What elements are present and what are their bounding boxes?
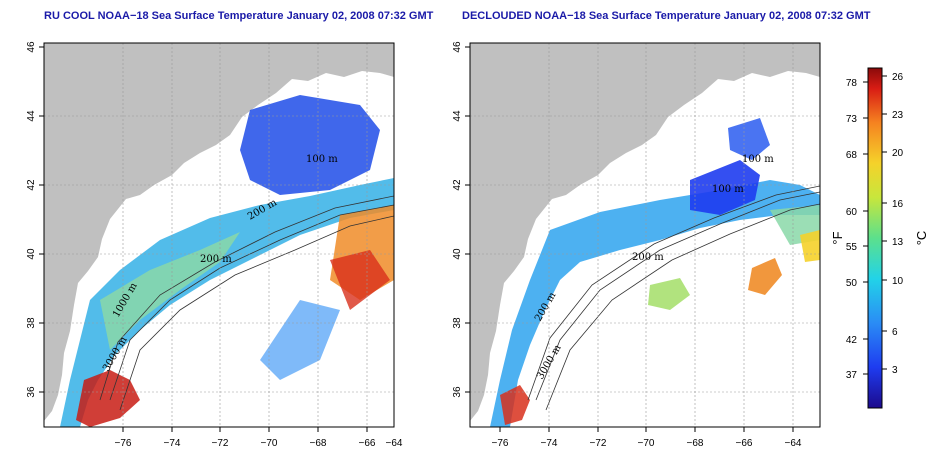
right-contour-200m	[535, 191, 820, 401]
left-sst-cold-gulf	[240, 95, 380, 195]
colorbar-c-tick: 6	[892, 327, 898, 338]
right-x-tick: −66	[736, 438, 753, 449]
left-x-tick: −70	[261, 438, 278, 449]
right-x-tick: −70	[638, 438, 655, 449]
left-x-tick: −74	[164, 438, 181, 449]
colorbar-c-tick: 10	[892, 276, 904, 287]
right-y-tick: 44	[452, 110, 463, 122]
right-x-tick: −76	[492, 438, 509, 449]
left-x-tick: −76	[115, 438, 132, 449]
left-contour-100m	[99, 195, 394, 401]
colorbar-c-tick: 20	[892, 148, 904, 159]
right-contour-100m	[527, 185, 820, 401]
right-sst-shelf	[490, 180, 820, 427]
left-sst-hot-core	[330, 250, 390, 310]
right-y-tick: 40	[452, 248, 463, 260]
right-axis-ticks	[465, 46, 794, 432]
colorbar-c-tick: 13	[892, 237, 904, 248]
right-map-title: DECLOUDED NOAA−18 Sea Surface Temperatur…	[462, 10, 871, 22]
colorbar-f-tick: 55	[846, 242, 858, 253]
colorbar-c-tick: 26	[892, 72, 904, 83]
right-x-tick: −72	[590, 438, 607, 449]
right-gridlines	[470, 43, 820, 427]
right-sst-patch-warm	[748, 258, 782, 295]
right-contour-label-2: 100 m	[712, 184, 744, 195]
colorbar-c-tick: 23	[892, 110, 904, 121]
right-y-tick: 46	[452, 41, 463, 53]
right-contour-label-3: 200 m	[632, 252, 664, 263]
left-y-tick: 40	[26, 248, 37, 260]
left-y-tick: 46	[26, 41, 37, 53]
temperature-colorbar	[867, 67, 883, 409]
left-map-title: RU COOL NOAA−18 Sea Surface Temperature …	[44, 10, 434, 22]
left-y-tick: 36	[26, 386, 37, 398]
left-map	[44, 43, 394, 427]
colorbar-f-tick: 78	[846, 78, 858, 89]
left-axis-ticks	[39, 46, 368, 432]
colorbar-f-tick: 73	[846, 114, 858, 125]
right-map	[470, 43, 820, 427]
colorbar-f-tick: 68	[846, 150, 858, 161]
left-contour-label-2: 200 m	[200, 254, 232, 265]
left-contour-3000m	[119, 215, 394, 411]
right-contour-label-1: 100 m	[742, 154, 774, 165]
left-sst-warm-band	[100, 232, 240, 350]
left-x-tick: −72	[212, 438, 229, 449]
right-sst-patch-mid	[648, 278, 690, 310]
right-x-tick: −68	[687, 438, 704, 449]
left-sst-offshore	[260, 300, 340, 380]
colorbar-fahrenheit-label: °F	[830, 231, 845, 244]
colorbar-f-tick: 42	[846, 335, 858, 346]
right-map-frame	[469, 42, 821, 428]
colorbar-celsius-label: °C	[914, 231, 929, 246]
right-x-tick: −64	[785, 438, 802, 449]
left-sst-hot-south	[76, 370, 140, 427]
left-y-tick: 38	[26, 317, 37, 329]
left-x-tick: −64	[386, 438, 403, 449]
right-y-tick: 38	[452, 317, 463, 329]
left-map-frame	[43, 42, 395, 428]
colorbar-c-tick: 3	[892, 365, 898, 376]
colorbar-ticks	[863, 75, 887, 375]
left-x-tick: −66	[359, 438, 376, 449]
right-sst-cold-gulf	[690, 160, 760, 215]
right-y-tick: 42	[452, 179, 463, 191]
colorbar-c-tick: 16	[892, 199, 904, 210]
left-y-tick: 44	[26, 110, 37, 122]
left-y-tick: 42	[26, 179, 37, 191]
right-sst-northern	[728, 118, 770, 160]
left-gridlines	[44, 43, 394, 427]
right-contour-3000m	[545, 203, 820, 411]
right-y-tick: 36	[452, 386, 463, 398]
right-sst-hot-south	[500, 385, 530, 425]
left-contour-label-1: 100 m	[306, 154, 338, 165]
colorbar-f-tick: 37	[846, 370, 858, 381]
right-x-tick: −74	[541, 438, 558, 449]
left-x-tick: −68	[310, 438, 327, 449]
colorbar-f-tick: 60	[846, 207, 858, 218]
colorbar-f-tick: 50	[846, 278, 858, 289]
